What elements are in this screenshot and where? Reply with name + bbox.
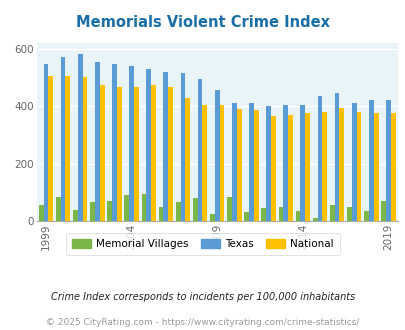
Legend: Memorial Villages, Texas, National: Memorial Villages, Texas, National	[66, 233, 339, 255]
Bar	[185, 97, 190, 221]
Bar	[317, 96, 322, 221]
Bar	[219, 105, 224, 221]
Bar	[197, 79, 202, 221]
Bar	[134, 87, 139, 221]
Bar	[334, 93, 339, 221]
Bar	[38, 205, 43, 221]
Bar	[288, 115, 292, 221]
Bar	[56, 197, 60, 221]
Bar	[270, 116, 275, 221]
Bar	[48, 76, 53, 221]
Bar	[78, 54, 82, 221]
Bar	[158, 207, 163, 221]
Bar	[373, 113, 377, 221]
Bar	[60, 57, 65, 221]
Bar	[73, 210, 78, 221]
Bar	[244, 213, 248, 221]
Bar	[146, 69, 151, 221]
Bar	[151, 84, 156, 221]
Bar	[100, 84, 104, 221]
Bar	[253, 111, 258, 221]
Bar	[65, 76, 70, 221]
Bar	[266, 106, 270, 221]
Bar	[180, 73, 185, 221]
Bar	[214, 90, 219, 221]
Bar	[112, 64, 117, 221]
Bar	[129, 66, 134, 221]
Bar	[163, 72, 168, 221]
Bar	[141, 194, 146, 221]
Bar	[368, 100, 373, 221]
Bar	[248, 103, 253, 221]
Bar	[390, 113, 395, 221]
Bar	[90, 202, 95, 221]
Bar	[346, 207, 351, 221]
Bar	[117, 87, 121, 221]
Bar	[226, 197, 231, 221]
Bar	[168, 87, 173, 221]
Bar	[82, 78, 87, 221]
Bar	[300, 105, 305, 221]
Bar	[175, 202, 180, 221]
Bar	[236, 109, 241, 221]
Text: Crime Index corresponds to incidents per 100,000 inhabitants: Crime Index corresponds to incidents per…	[51, 292, 354, 302]
Bar	[43, 64, 48, 221]
Bar	[385, 100, 390, 221]
Bar	[107, 201, 112, 221]
Bar	[202, 105, 207, 221]
Bar	[351, 103, 356, 221]
Bar	[305, 113, 309, 221]
Bar	[356, 112, 360, 221]
Bar	[380, 201, 385, 221]
Bar	[209, 214, 214, 221]
Text: Memorials Violent Crime Index: Memorials Violent Crime Index	[76, 15, 329, 30]
Bar	[124, 195, 129, 221]
Bar	[329, 205, 334, 221]
Bar	[192, 198, 197, 221]
Bar	[95, 62, 100, 221]
Bar	[283, 105, 288, 221]
Bar	[231, 103, 236, 221]
Bar	[295, 211, 300, 221]
Bar	[322, 112, 326, 221]
Bar	[278, 207, 283, 221]
Bar	[261, 208, 266, 221]
Text: © 2025 CityRating.com - https://www.cityrating.com/crime-statistics/: © 2025 CityRating.com - https://www.city…	[46, 318, 359, 327]
Bar	[312, 218, 317, 221]
Bar	[363, 211, 368, 221]
Bar	[339, 108, 343, 221]
